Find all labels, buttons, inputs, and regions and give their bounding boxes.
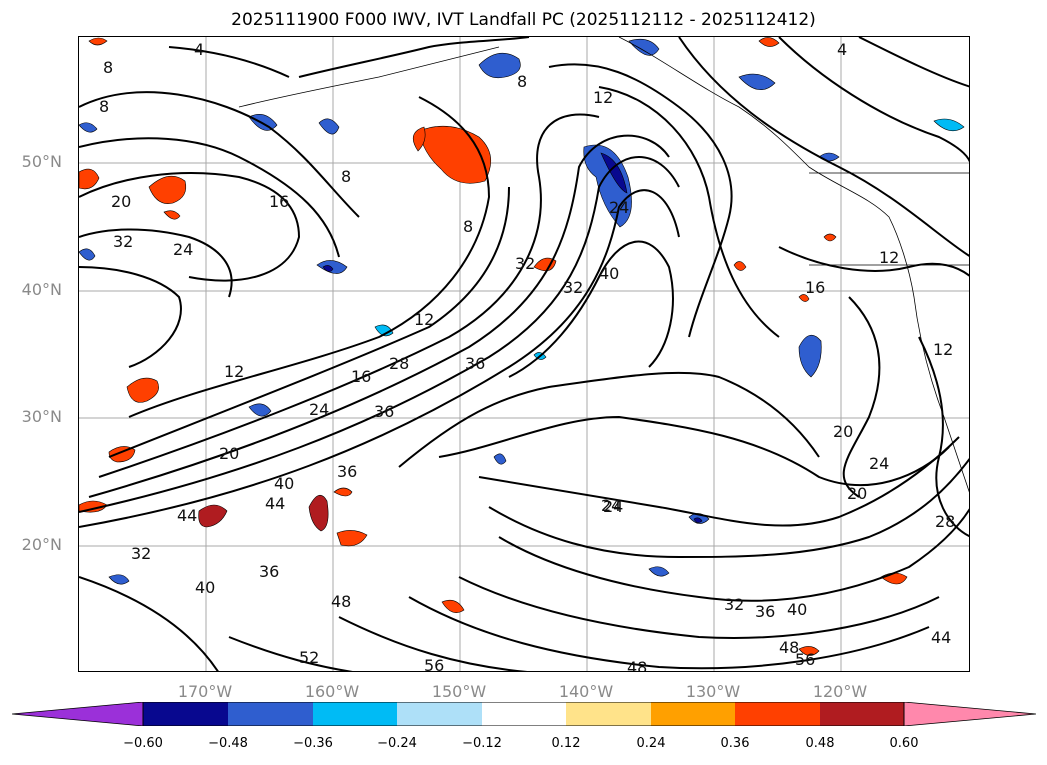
contour-label: 8 <box>103 58 113 77</box>
colorbar-swatch <box>397 702 482 726</box>
colorbar-tick: −0.12 <box>462 736 502 751</box>
contour-label: 40 <box>274 474 294 493</box>
contour-label: 4 <box>837 40 847 59</box>
contour-label: 8 <box>99 97 109 116</box>
map-canvas: 4 4 8 8 8 8 8 12 12 12 12 16 16 16 20 20… <box>79 37 969 672</box>
colorbar-extend-min <box>12 702 144 726</box>
positive-pc-shading <box>79 37 908 656</box>
contour-label: 28 <box>935 512 955 531</box>
colorbar-swatch <box>566 702 651 726</box>
colorbar-swatch <box>651 702 735 726</box>
lon-label-160w: 160°W <box>304 682 360 701</box>
contour-label: 8 <box>463 217 473 236</box>
lat-label-40n: 40°N <box>21 280 62 299</box>
contour-label: 12 <box>933 340 953 359</box>
iwv-contours <box>79 37 969 671</box>
contour-label: 12 <box>414 310 434 329</box>
contour-label: 32 <box>113 232 133 251</box>
contour-label: 36 <box>465 354 485 373</box>
colorbar-swatch <box>228 702 313 726</box>
contour-label: 16 <box>805 278 825 297</box>
lon-label-130w: 130°W <box>685 682 741 701</box>
colorbar-outline <box>142 702 905 726</box>
colorbar-tick: −0.48 <box>208 736 248 751</box>
colorbar-tick: 0.60 <box>889 736 919 751</box>
contour-label: 24 <box>309 400 329 419</box>
lat-label-20n: 20°N <box>21 535 62 554</box>
colorbar-tick: 0.24 <box>636 736 666 751</box>
contour-label: 24 <box>869 454 889 473</box>
contour-label: 44 <box>265 494 285 513</box>
lon-label-140w: 140°W <box>558 682 614 701</box>
graticule <box>79 37 969 671</box>
colorbar-tick: −0.60 <box>123 736 163 751</box>
contour-label: 20 <box>847 484 867 503</box>
contour-label: 20 <box>111 192 131 211</box>
contour-label: 32 <box>515 254 535 273</box>
lon-label-120w: 120°W <box>812 682 868 701</box>
contour-label: 32 <box>131 544 151 563</box>
contour-label: 8 <box>341 167 351 186</box>
contour-label: 48 <box>331 592 351 611</box>
contour-labels: 4 4 8 8 8 8 8 12 12 12 12 16 16 16 20 20… <box>99 40 955 672</box>
contour-label: 44 <box>177 506 197 525</box>
negative-pc-shading <box>79 38 965 585</box>
contour-label: 40 <box>599 264 619 283</box>
contour-label: 12 <box>879 248 899 267</box>
colorbar-swatch <box>313 702 397 726</box>
colorbar-tick: 0.48 <box>805 736 835 751</box>
contour-label: 16 <box>351 367 371 386</box>
contour-label: 12 <box>593 88 613 107</box>
map-title: 2025111900 F000 IWV, IVT Landfall PC (20… <box>231 10 816 30</box>
colorbar-tick: 0.36 <box>720 736 750 751</box>
colorbar <box>12 702 1036 726</box>
colorbar-swatch <box>143 702 228 726</box>
contour-label: 16 <box>269 192 289 211</box>
contour-label: 32 <box>724 595 744 614</box>
colorbar-swatch <box>735 702 820 726</box>
contour-label: 40 <box>787 600 807 619</box>
colorbar-tick: −0.24 <box>377 736 417 751</box>
contour-label: 8 <box>517 72 527 91</box>
contour-label: 20 <box>833 422 853 441</box>
contour-label: 48 <box>779 638 799 657</box>
contour-label: 44 <box>931 628 951 647</box>
contour-label: 56 <box>424 656 444 672</box>
contour-label: 12 <box>224 362 244 381</box>
contour-label: 40 <box>195 578 215 597</box>
contour-label: 24 <box>609 198 629 217</box>
lon-label-170w: 170°W <box>177 682 233 701</box>
contour-label: 48 <box>627 658 647 672</box>
map-plot-area[interactable]: 4 4 8 8 8 8 8 12 12 12 12 16 16 16 20 20… <box>78 36 970 672</box>
contour-label: 32 <box>563 278 583 297</box>
contour-label: 36 <box>259 562 279 581</box>
contour-label: 36 <box>755 602 775 621</box>
contour-label: 24 <box>601 496 621 515</box>
contour-label: 36 <box>337 462 357 481</box>
coastline <box>238 37 969 493</box>
colorbar-swatch <box>820 702 904 726</box>
contour-label: 4 <box>194 40 204 59</box>
colorbar-swatch <box>482 702 566 726</box>
contour-label: 56 <box>795 650 815 669</box>
contour-label: 52 <box>299 648 319 667</box>
colorbar-tick: −0.36 <box>293 736 333 751</box>
colorbar-extend-max <box>903 702 1036 726</box>
contour-label: 28 <box>389 354 409 373</box>
lat-label-30n: 30°N <box>21 407 62 426</box>
contour-label: 24 <box>173 240 193 259</box>
contour-label: 36 <box>374 402 394 421</box>
contour-label: 24 <box>603 497 623 516</box>
colorbar-tick: 0.12 <box>551 736 581 751</box>
lon-label-150w: 150°W <box>431 682 487 701</box>
lat-label-50n: 50°N <box>21 152 62 171</box>
contour-label: 20 <box>219 444 239 463</box>
